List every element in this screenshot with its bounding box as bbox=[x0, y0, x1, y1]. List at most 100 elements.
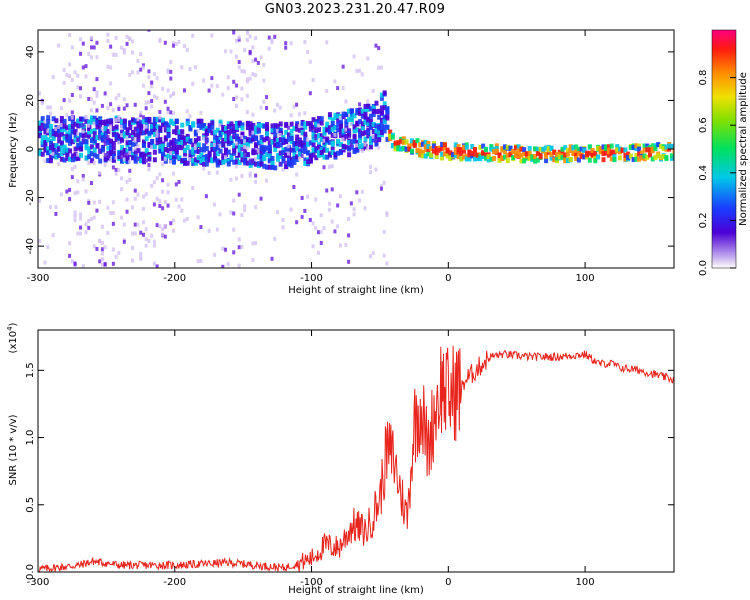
heatmap-cell bbox=[311, 137, 316, 143]
heatmap-cell bbox=[336, 139, 341, 145]
heatmap-cell bbox=[161, 151, 166, 157]
heatmap-cell bbox=[440, 145, 445, 151]
heatmap-cell bbox=[338, 116, 342, 121]
heatmap-cell bbox=[355, 139, 360, 145]
heatmap-cell bbox=[360, 143, 365, 149]
heatmap-cell bbox=[245, 38, 249, 43]
heatmap-cell bbox=[174, 182, 178, 187]
heatmap-cell bbox=[141, 206, 145, 211]
heatmap-cell bbox=[114, 136, 119, 142]
heatmap-cell bbox=[128, 140, 133, 146]
heatmap-cell bbox=[292, 185, 296, 190]
heatmap-cell bbox=[377, 125, 382, 131]
heatmap-cell bbox=[669, 155, 674, 161]
heatmap-cell bbox=[92, 138, 97, 144]
heatmap-cell bbox=[191, 160, 196, 166]
heatmap-cell bbox=[202, 161, 207, 167]
heatmap-cell bbox=[330, 164, 334, 169]
heatmap-cell bbox=[199, 110, 203, 115]
heatmap-cell bbox=[131, 70, 135, 75]
heatmap-cell bbox=[464, 144, 469, 150]
heatmap-cell bbox=[415, 138, 420, 144]
heatmap-cell bbox=[237, 37, 241, 42]
heatmap-cell bbox=[472, 151, 477, 157]
heatmap-cell bbox=[587, 157, 592, 163]
heatmap-cell bbox=[366, 130, 371, 136]
heatmap-cell bbox=[612, 157, 617, 163]
heatmap-cell bbox=[308, 91, 312, 96]
heatmap-cell bbox=[245, 152, 250, 158]
heatmap-cell bbox=[133, 138, 137, 143]
heatmap-cell bbox=[163, 99, 167, 104]
heatmap-cell bbox=[303, 121, 308, 127]
heatmap-cell bbox=[245, 146, 249, 151]
heatmap-cell bbox=[43, 146, 48, 152]
heatmap-cell bbox=[374, 128, 379, 134]
heatmap-cell bbox=[336, 203, 340, 208]
heatmap-cell bbox=[84, 189, 88, 194]
heatmap-cell bbox=[166, 68, 170, 73]
heatmap-cell bbox=[155, 133, 159, 138]
heatmap-cell bbox=[152, 180, 156, 185]
heatmap-cell bbox=[240, 125, 245, 131]
heatmap-cell bbox=[552, 149, 557, 155]
heatmap-cell bbox=[73, 70, 77, 75]
heatmap-cell bbox=[470, 150, 475, 156]
heatmap-cell bbox=[281, 138, 286, 144]
colorbar-ticks: 0.00.20.40.60.8 bbox=[698, 70, 736, 276]
heatmap-cell bbox=[459, 156, 464, 162]
heatmap-cell bbox=[344, 133, 349, 139]
heatmap-cell bbox=[303, 149, 308, 155]
heatmap-cell bbox=[338, 243, 342, 248]
heatmap-cell bbox=[152, 202, 156, 207]
heatmap-cell bbox=[89, 35, 93, 40]
heatmap-cell bbox=[38, 133, 42, 139]
heatmap-cell bbox=[306, 194, 310, 199]
heatmap-cell bbox=[221, 126, 226, 132]
heatmap-cell bbox=[68, 62, 72, 67]
heatmap-cell bbox=[505, 152, 510, 158]
heatmap-cell bbox=[158, 117, 163, 123]
heatmap-cell bbox=[141, 130, 146, 136]
heatmap-cell bbox=[467, 149, 472, 155]
heatmap-cell bbox=[139, 230, 143, 235]
heatmap-cell bbox=[410, 148, 415, 154]
heatmap-cell bbox=[275, 154, 280, 160]
heatmap-cell bbox=[254, 136, 259, 142]
heatmap-cell bbox=[489, 156, 494, 162]
heatmap-cell bbox=[193, 160, 198, 166]
heatmap-cell bbox=[549, 145, 554, 151]
heatmap-cell bbox=[374, 138, 378, 143]
heatmap-cell bbox=[265, 145, 270, 151]
heatmap-cell bbox=[453, 142, 458, 148]
heatmap-cell bbox=[169, 59, 173, 64]
heatmap-cell bbox=[265, 164, 270, 170]
heatmap-cell bbox=[114, 171, 118, 176]
heatmap-cell bbox=[141, 115, 145, 120]
heatmap-cell bbox=[371, 137, 376, 143]
heatmap-cell bbox=[311, 152, 316, 158]
heatmap-cell bbox=[229, 177, 233, 182]
heatmap-cell bbox=[352, 149, 357, 155]
heatmap-cell bbox=[70, 110, 74, 115]
heatmap-cell bbox=[327, 207, 331, 212]
heatmap-cell bbox=[204, 161, 209, 167]
heatmap-cell bbox=[385, 113, 390, 119]
heatmap-cell bbox=[306, 150, 311, 156]
heatmap-cell bbox=[565, 151, 570, 157]
heatmap-cell bbox=[172, 41, 176, 46]
heatmap-cell bbox=[141, 154, 146, 160]
heatmap-cell bbox=[199, 152, 204, 158]
heatmap-cell bbox=[103, 262, 107, 267]
heatmap-cell bbox=[117, 154, 122, 160]
heatmap-cell bbox=[92, 121, 96, 126]
heatmap-cell bbox=[284, 129, 289, 135]
heatmap-cell bbox=[295, 126, 300, 132]
heatmap-cell bbox=[185, 136, 190, 142]
heatmap-cell bbox=[87, 149, 92, 155]
heatmap-cell bbox=[150, 145, 154, 150]
heatmap-cell bbox=[213, 138, 218, 144]
heatmap-cell bbox=[111, 153, 116, 159]
heatmap-cell bbox=[92, 215, 96, 220]
